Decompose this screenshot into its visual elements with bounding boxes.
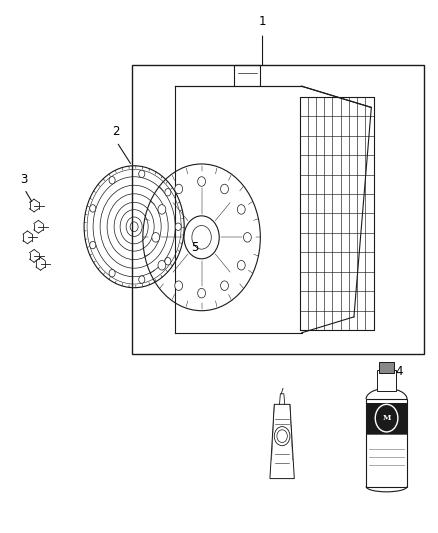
Circle shape [198, 288, 205, 298]
Circle shape [175, 184, 183, 194]
Circle shape [221, 281, 229, 290]
Circle shape [244, 232, 251, 242]
Circle shape [165, 257, 171, 265]
Circle shape [139, 276, 145, 283]
Circle shape [109, 176, 115, 184]
Bar [377, 370, 396, 391]
Circle shape [158, 205, 166, 214]
Text: M: M [382, 414, 391, 422]
Circle shape [198, 177, 205, 186]
Circle shape [165, 189, 171, 196]
Bar [379, 362, 394, 373]
Bar [366, 403, 407, 433]
Circle shape [90, 241, 96, 249]
Circle shape [109, 270, 115, 277]
Circle shape [90, 205, 96, 212]
Circle shape [237, 261, 245, 270]
Text: 3: 3 [20, 173, 27, 186]
Circle shape [175, 223, 181, 230]
Circle shape [152, 232, 160, 242]
Text: 1: 1 [259, 15, 266, 28]
Circle shape [237, 205, 245, 214]
Circle shape [158, 261, 166, 270]
Text: 4: 4 [395, 365, 403, 378]
Circle shape [175, 281, 183, 290]
Bar [366, 399, 407, 487]
Circle shape [221, 184, 229, 194]
Text: 5: 5 [191, 241, 199, 254]
Circle shape [375, 405, 398, 432]
Bar [132, 65, 424, 354]
Circle shape [139, 170, 145, 177]
Text: 2: 2 [112, 125, 120, 138]
